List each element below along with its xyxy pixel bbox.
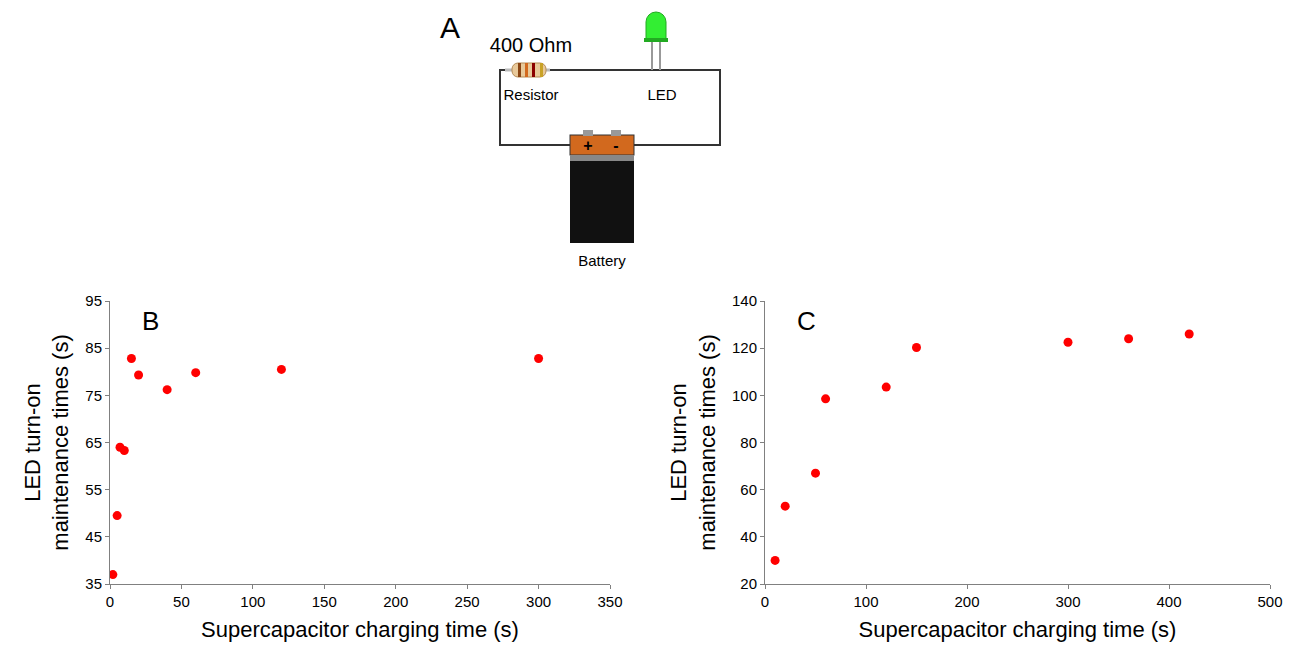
svg-text:LED turn-onmaintenance times (: LED turn-onmaintenance times (s) xyxy=(20,334,74,550)
svg-text:35: 35 xyxy=(85,575,102,592)
svg-text:200: 200 xyxy=(383,593,408,610)
svg-text:50: 50 xyxy=(173,593,190,610)
svg-text:100: 100 xyxy=(240,593,265,610)
svg-text:45: 45 xyxy=(85,528,102,545)
svg-text:400: 400 xyxy=(1156,593,1181,610)
svg-text:+: + xyxy=(583,137,592,154)
svg-text:150: 150 xyxy=(312,593,337,610)
svg-text:Resistor: Resistor xyxy=(503,86,558,103)
svg-text:140: 140 xyxy=(732,292,757,309)
svg-text:Supercapacitor charging time (: Supercapacitor charging time (s) xyxy=(201,617,519,642)
svg-text:LED: LED xyxy=(647,86,676,103)
svg-text:400 Ohm: 400 Ohm xyxy=(490,34,572,56)
svg-text:C: C xyxy=(797,306,816,336)
svg-text:60: 60 xyxy=(740,481,757,498)
svg-text:85: 85 xyxy=(85,339,102,356)
svg-text:300: 300 xyxy=(1055,593,1080,610)
svg-text:55: 55 xyxy=(85,481,102,498)
svg-text:B: B xyxy=(142,306,159,336)
svg-text:100: 100 xyxy=(853,593,878,610)
svg-text:A: A xyxy=(440,11,460,44)
svg-text:95: 95 xyxy=(85,292,102,309)
svg-text:120: 120 xyxy=(732,339,757,356)
svg-text:20: 20 xyxy=(740,575,757,592)
svg-text:-: - xyxy=(613,137,618,154)
svg-text:300: 300 xyxy=(526,593,551,610)
svg-text:200: 200 xyxy=(954,593,979,610)
svg-text:40: 40 xyxy=(740,528,757,545)
svg-text:Supercapacitor charging time (: Supercapacitor charging time (s) xyxy=(859,617,1177,642)
svg-text:LED turn-onmaintenance times (: LED turn-onmaintenance times (s) xyxy=(666,334,720,550)
svg-text:250: 250 xyxy=(455,593,480,610)
svg-text:100: 100 xyxy=(732,387,757,404)
svg-text:65: 65 xyxy=(85,434,102,451)
svg-text:Battery: Battery xyxy=(578,252,626,269)
svg-text:0: 0 xyxy=(106,593,114,610)
svg-text:350: 350 xyxy=(597,593,622,610)
svg-text:500: 500 xyxy=(1257,593,1282,610)
svg-text:80: 80 xyxy=(740,434,757,451)
svg-text:0: 0 xyxy=(761,593,769,610)
svg-text:75: 75 xyxy=(85,387,102,404)
